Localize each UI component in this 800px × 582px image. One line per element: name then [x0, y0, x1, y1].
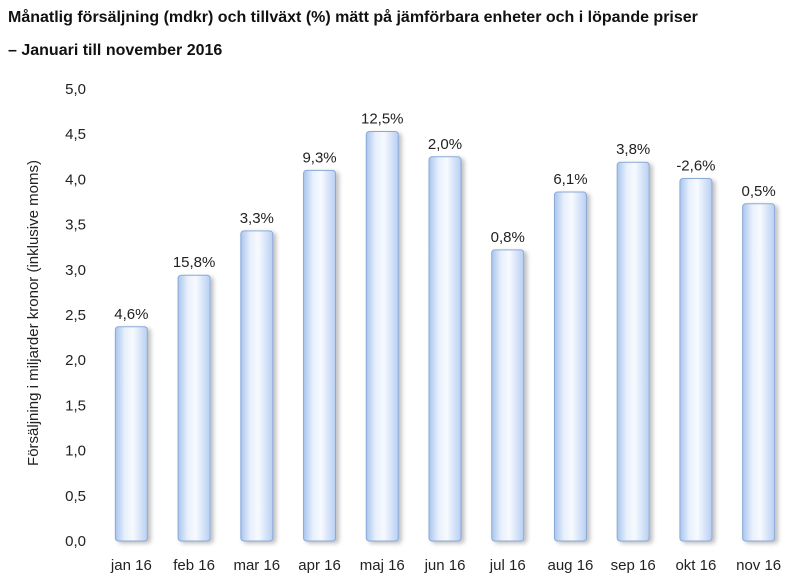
bar	[553, 191, 587, 542]
y-tick-label: 0,0	[65, 533, 86, 550]
bar	[114, 326, 148, 542]
x-tick-label: maj 16	[360, 557, 405, 574]
data-label: 0,5%	[742, 183, 776, 200]
y-axis-label: Försäljning i miljarder kronor (inklusiv…	[25, 160, 42, 466]
bars: 4,6% 15,8% 3,3% 9,3% 12,5% 2,0% 0,8% 6,1% 3,8% -2…	[114, 110, 776, 542]
data-label: 3,8%	[616, 141, 650, 158]
data-label: 15,8%	[173, 254, 216, 271]
x-tick-label: mar 16	[233, 557, 280, 574]
data-label: 3,3%	[240, 210, 274, 227]
bar	[303, 169, 337, 542]
bar	[679, 177, 713, 542]
x-tick-label: okt 16	[675, 557, 716, 574]
y-tick-label: 4,0	[65, 171, 86, 188]
data-label: 2,0%	[428, 136, 462, 153]
data-label: 12,5%	[361, 110, 404, 127]
y-tick-label: 1,5	[65, 397, 86, 414]
bar	[428, 156, 462, 542]
bar	[742, 203, 776, 542]
bar	[491, 249, 525, 542]
chart-title: Månatlig försäljning (mdkr) och tillväxt…	[8, 9, 698, 26]
y-tick-label: 2,0	[65, 352, 86, 369]
bar	[616, 161, 650, 542]
chart-subtitle: – Januari till november 2016	[8, 42, 223, 59]
x-tick-label: feb 16	[173, 557, 215, 574]
bar	[365, 130, 399, 542]
y-tick-label: 4,5	[65, 126, 86, 143]
y-tick-label: 3,0	[65, 262, 86, 279]
data-label: 9,3%	[302, 149, 336, 166]
x-tick-label: sep 16	[611, 557, 656, 574]
bar	[240, 230, 274, 542]
x-tick-label: nov 16	[736, 557, 781, 574]
data-label: 0,8%	[491, 229, 525, 246]
data-label: -2,6%	[676, 157, 715, 174]
x-axis: jan 16 feb 16 mar 16 apr 16 maj 16 jun 16 jul …	[110, 557, 781, 574]
y-tick-label: 2,5	[65, 307, 86, 324]
x-tick-label: jul 16	[489, 557, 526, 574]
y-tick-label: 0,5	[65, 488, 86, 505]
y-tick-label: 3,5	[65, 217, 86, 234]
data-label: 4,6%	[114, 306, 148, 323]
y-axis: 0,0 0,5 1,0 1,5 2,0 2,5 3,0 3,5 4,0 4,5 5,0	[65, 81, 86, 550]
y-tick-label: 5,0	[65, 81, 86, 98]
y-tick-label: 1,0	[65, 443, 86, 460]
bar	[177, 274, 211, 542]
x-tick-label: aug 16	[548, 557, 594, 574]
data-label: 6,1%	[553, 171, 587, 188]
x-tick-label: jan 16	[110, 557, 152, 574]
x-tick-label: jun 16	[424, 557, 466, 574]
x-tick-label: apr 16	[298, 557, 341, 574]
